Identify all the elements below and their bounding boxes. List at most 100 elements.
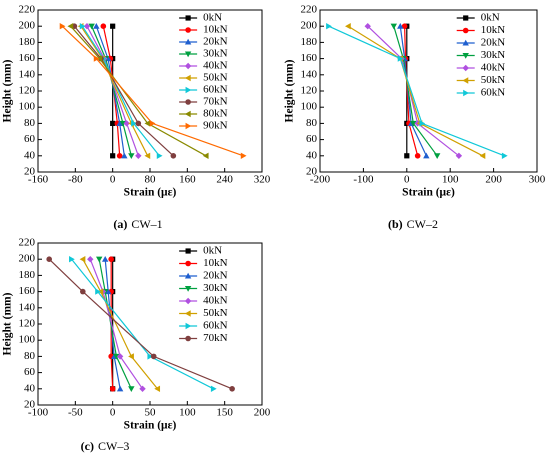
- marker: [185, 99, 191, 105]
- marker: [87, 256, 94, 263]
- marker: [433, 153, 441, 159]
- y-tick-label: 200: [19, 253, 36, 265]
- legend-label: 40kN: [481, 62, 506, 74]
- y-tick-label: 60: [306, 133, 318, 145]
- x-tick-label: 240: [216, 174, 233, 186]
- legend-label: 20kN: [481, 37, 506, 49]
- marker: [404, 153, 410, 159]
- x-tick-label: 0: [110, 407, 116, 419]
- legend-label: 0kN: [203, 245, 222, 257]
- y-tick-label: 180: [19, 36, 36, 48]
- marker: [96, 256, 103, 263]
- caption-text: CW–1: [131, 217, 162, 231]
- marker: [184, 297, 192, 305]
- marker: [144, 152, 151, 159]
- y-tick-label: 100: [19, 334, 36, 346]
- marker: [390, 23, 397, 30]
- marker: [147, 353, 154, 360]
- marker: [501, 152, 508, 159]
- marker: [123, 120, 130, 127]
- y-tick-label: 100: [19, 101, 36, 113]
- y-tick-label: 120: [19, 318, 36, 330]
- y-tick-label: 140: [301, 68, 318, 80]
- y-axis-label: Height (mm): [284, 59, 296, 122]
- y-axis-label: Height (mm): [2, 59, 14, 122]
- legend-label: 10kN: [203, 24, 228, 36]
- marker: [116, 353, 124, 360]
- marker: [95, 288, 101, 295]
- legend-label: 0kN: [203, 12, 222, 24]
- marker: [131, 120, 137, 127]
- x-axis-label: Strain (με): [124, 187, 177, 199]
- marker: [184, 74, 191, 82]
- marker: [100, 23, 107, 30]
- marker: [410, 120, 417, 127]
- marker: [397, 55, 404, 62]
- marker: [184, 272, 192, 279]
- marker: [184, 110, 191, 118]
- legend-label: 10kN: [481, 24, 506, 36]
- plot-frame: [37, 242, 263, 406]
- series-line: [98, 259, 132, 390]
- x-tick-label: 50: [145, 407, 157, 419]
- marker: [109, 386, 116, 392]
- x-tick-label: 150: [216, 407, 233, 419]
- marker: [455, 152, 463, 159]
- marker: [462, 52, 469, 59]
- marker: [185, 27, 191, 33]
- series-line: [91, 25, 132, 156]
- marker: [185, 122, 192, 130]
- legend-label: 40kN: [203, 295, 228, 307]
- legend-label: 50kN: [203, 72, 228, 84]
- marker: [463, 89, 469, 97]
- x-tick-label: 100: [442, 174, 459, 186]
- marker: [462, 27, 469, 34]
- marker: [414, 153, 421, 159]
- x-tick-label: 0: [404, 174, 410, 186]
- legend-label: 50kN: [203, 307, 228, 319]
- y-tick-label: 220: [19, 4, 36, 16]
- legend-label: 10kN: [203, 257, 228, 269]
- x-tick-label: 100: [179, 407, 196, 419]
- legend-label: 20kN: [203, 270, 228, 282]
- marker: [119, 120, 127, 127]
- y-tick-label: 20: [24, 399, 36, 411]
- y-tick-label: 20: [306, 166, 318, 178]
- marker: [102, 256, 109, 262]
- marker: [156, 152, 163, 159]
- y-tick-label: 40: [306, 149, 318, 161]
- caption-text: CW–3: [98, 439, 129, 453]
- marker: [423, 152, 430, 159]
- marker: [154, 385, 161, 392]
- y-tick-label: 60: [24, 133, 36, 145]
- marker: [184, 310, 191, 317]
- marker: [116, 120, 123, 126]
- y-tick-label: 40: [24, 149, 36, 161]
- marker: [397, 23, 404, 29]
- marker: [128, 153, 135, 159]
- legend-label: 30kN: [481, 49, 506, 61]
- marker: [88, 23, 95, 30]
- y-tick-label: 160: [19, 285, 36, 297]
- y-tick-label: 180: [19, 269, 36, 281]
- series-line: [73, 25, 174, 157]
- series-line: [81, 25, 160, 157]
- marker: [170, 153, 177, 159]
- legend-label: 90kN: [203, 120, 228, 132]
- marker: [210, 385, 217, 392]
- x-tick-label: 200: [254, 407, 271, 419]
- marker: [364, 23, 371, 30]
- series-line: [61, 25, 244, 157]
- marker: [110, 23, 116, 29]
- x-axis-label: Strain (με): [124, 420, 177, 432]
- y-tick-label: 200: [19, 20, 36, 32]
- y-tick-label: 20: [24, 166, 36, 178]
- y-tick-label: 60: [24, 366, 36, 378]
- marker: [108, 256, 114, 263]
- series-line: [404, 26, 419, 156]
- marker: [128, 386, 135, 392]
- series-line: [86, 25, 139, 157]
- marker: [229, 386, 235, 392]
- marker: [135, 152, 142, 159]
